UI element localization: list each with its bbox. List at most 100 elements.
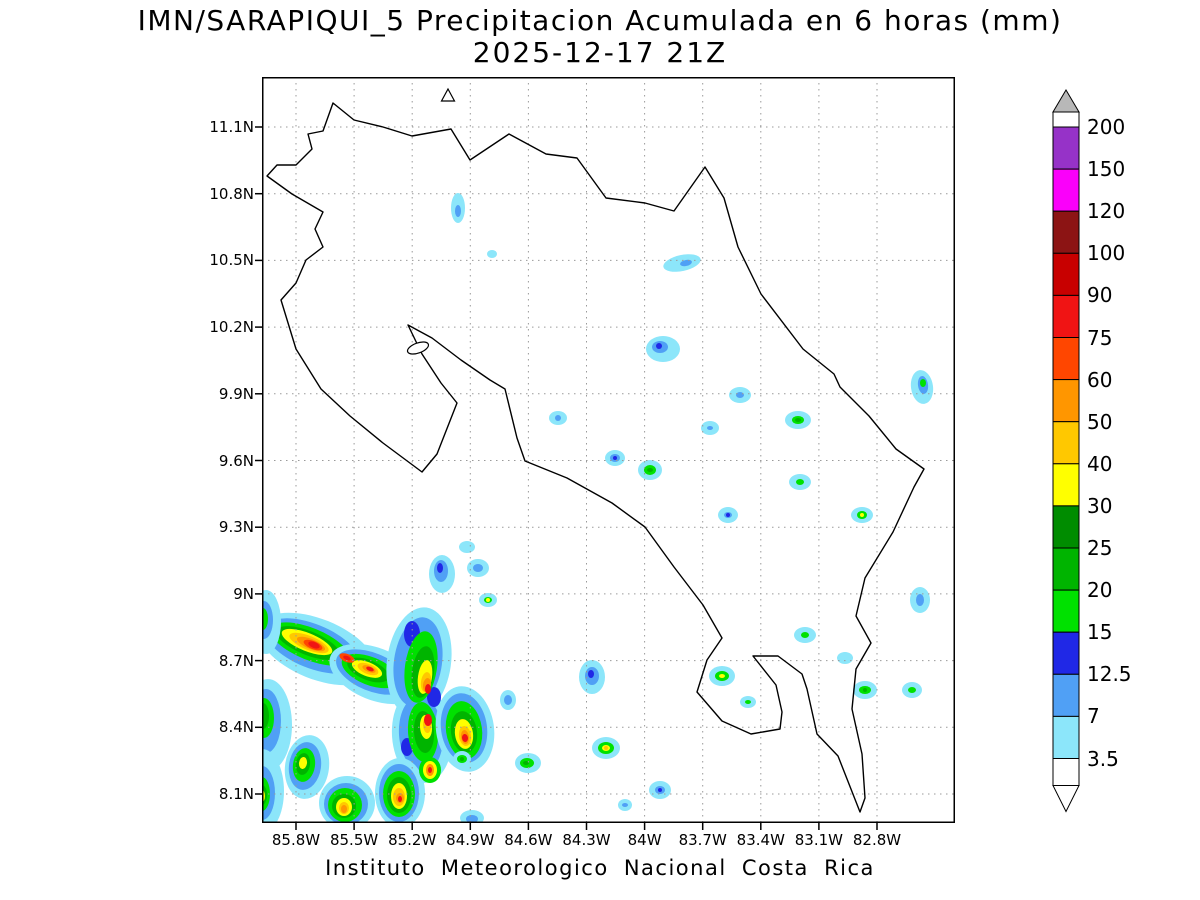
precip-cell (428, 767, 432, 773)
colorbar-segment (1052, 294, 1080, 338)
colorbar-level-label: 25 (1087, 536, 1113, 560)
colorbar-level-label: 15 (1087, 620, 1113, 645)
precip-cell (486, 598, 490, 602)
precip-cell (726, 513, 730, 517)
precipitation-map-svg (255, 77, 955, 830)
plot-frame (262, 77, 955, 823)
colorbar-segment (1052, 463, 1080, 507)
precip-cell (656, 343, 662, 349)
map-plot-area (255, 77, 955, 830)
y-axis-tick-label: 11.1N (209, 118, 254, 136)
lat-lon-gridlines (262, 77, 955, 823)
x-axis-tick-label: 82.8W (852, 831, 902, 849)
colorbar-level-label: 3.5 (1087, 746, 1119, 771)
colorbar-segment (1052, 589, 1080, 633)
precip-cell (801, 632, 809, 638)
precip-cell (837, 652, 853, 664)
colorbar (1051, 88, 1081, 820)
precip-cell (523, 761, 529, 765)
precip-cell (745, 700, 751, 704)
colorbar-segment (1052, 715, 1080, 760)
colorbar-level-label: 12.5 (1087, 662, 1132, 687)
x-axis-tick-label: 85.5W (329, 831, 379, 849)
map-valid-time: 2025-12-17 21Z (472, 36, 728, 69)
y-axis-tick-label: 9.9N (218, 384, 254, 403)
precip-cell (461, 734, 469, 742)
x-axis-tick-label: 83.4W (736, 831, 785, 849)
colorbar-level-label: 100 (1087, 241, 1126, 266)
precip-cell (504, 695, 512, 705)
x-axis-tick-label: 83.7W (678, 831, 727, 849)
precipitation-shading (262, 193, 934, 823)
y-axis-tick-label: 8.7N (218, 651, 254, 670)
precip-cell (341, 805, 347, 813)
precip-cell (719, 674, 725, 678)
precip-cell (604, 746, 608, 750)
x-axis-tick-label: 85.8W (271, 831, 321, 849)
precip-cell (920, 379, 926, 387)
colorbar-segment (1052, 631, 1080, 675)
precip-cell (343, 655, 351, 661)
axis-tick-marks (255, 126, 878, 830)
x-axis-tick-label: 84.6W (504, 831, 553, 849)
colorbar-segment (1052, 168, 1080, 212)
triangle-marker (440, 87, 456, 102)
y-axis-tick-label: 9.6N (218, 451, 254, 470)
precip-cell (707, 426, 713, 430)
precip-cell (487, 250, 497, 258)
colorbar-segment (1052, 673, 1080, 717)
colorbar-top-arrow (1052, 89, 1080, 113)
precip-cell (466, 815, 478, 823)
precip-cell (863, 688, 867, 692)
precip-cell (613, 456, 617, 460)
x-axis-tick-label: 85.2W (388, 831, 437, 849)
precip-cell (622, 803, 628, 807)
y-axis-tick-label: 10.2N (209, 318, 254, 337)
precip-cell (916, 594, 924, 606)
colorbar-level-label: 30 (1087, 493, 1113, 518)
colorbar-segment (1052, 421, 1080, 465)
colorbar-segment (1052, 758, 1080, 786)
precip-cell (459, 541, 475, 553)
colorbar-segment (1052, 111, 1080, 128)
colorbar-svg (1052, 89, 1080, 813)
precip-cell (298, 757, 308, 769)
precip-cell (588, 670, 594, 678)
precip-cell (427, 687, 441, 707)
precip-cell (680, 259, 692, 267)
precip-cell (795, 418, 801, 422)
y-axis-tick-label: 8.4N (218, 718, 254, 737)
colorbar-bottom-arrow (1052, 785, 1080, 813)
precip-cell (424, 714, 432, 726)
precip-cell (366, 666, 374, 672)
colorbar-level-label: 120 (1087, 199, 1126, 224)
colorbar-segment (1052, 505, 1080, 549)
precip-cell (425, 684, 431, 694)
y-axis-tick-label: 9.3N (218, 518, 254, 537)
colorbar-segment (1052, 126, 1080, 170)
colorbar-level-label: 50 (1087, 409, 1113, 434)
x-axis-tick-label: 84.3W (562, 831, 611, 849)
gulf-island-outline (406, 341, 430, 355)
precip-cell (262, 703, 269, 729)
costa-rica-coastline (266, 102, 925, 813)
x-axis-tick-label: 83.1W (794, 831, 843, 849)
precip-cell (860, 513, 864, 517)
precip-cell (908, 687, 916, 693)
map-title: IMN/SARAPIQUI_5 Precipitacion Acumulada … (137, 4, 1063, 37)
precip-cell (455, 205, 461, 217)
precip-cell (437, 563, 443, 573)
x-axis-tick-label: 84W (627, 831, 662, 849)
source-caption: Instituto Meteorologico Nacional Costa R… (325, 856, 875, 880)
precip-cell (555, 415, 561, 421)
colorbar-segment (1052, 252, 1080, 296)
colorbar-segment (1052, 210, 1080, 254)
colorbar-level-label: 7 (1087, 704, 1100, 729)
precip-cell (308, 641, 320, 649)
precip-cell (796, 479, 804, 485)
colorbar-segment (1052, 337, 1080, 381)
y-axis-tick-label: 10.5N (209, 251, 254, 270)
colorbar-segment (1052, 379, 1080, 423)
x-axis-tick-label: 84.9W (446, 831, 495, 849)
colorbar-level-label: 150 (1087, 157, 1126, 182)
